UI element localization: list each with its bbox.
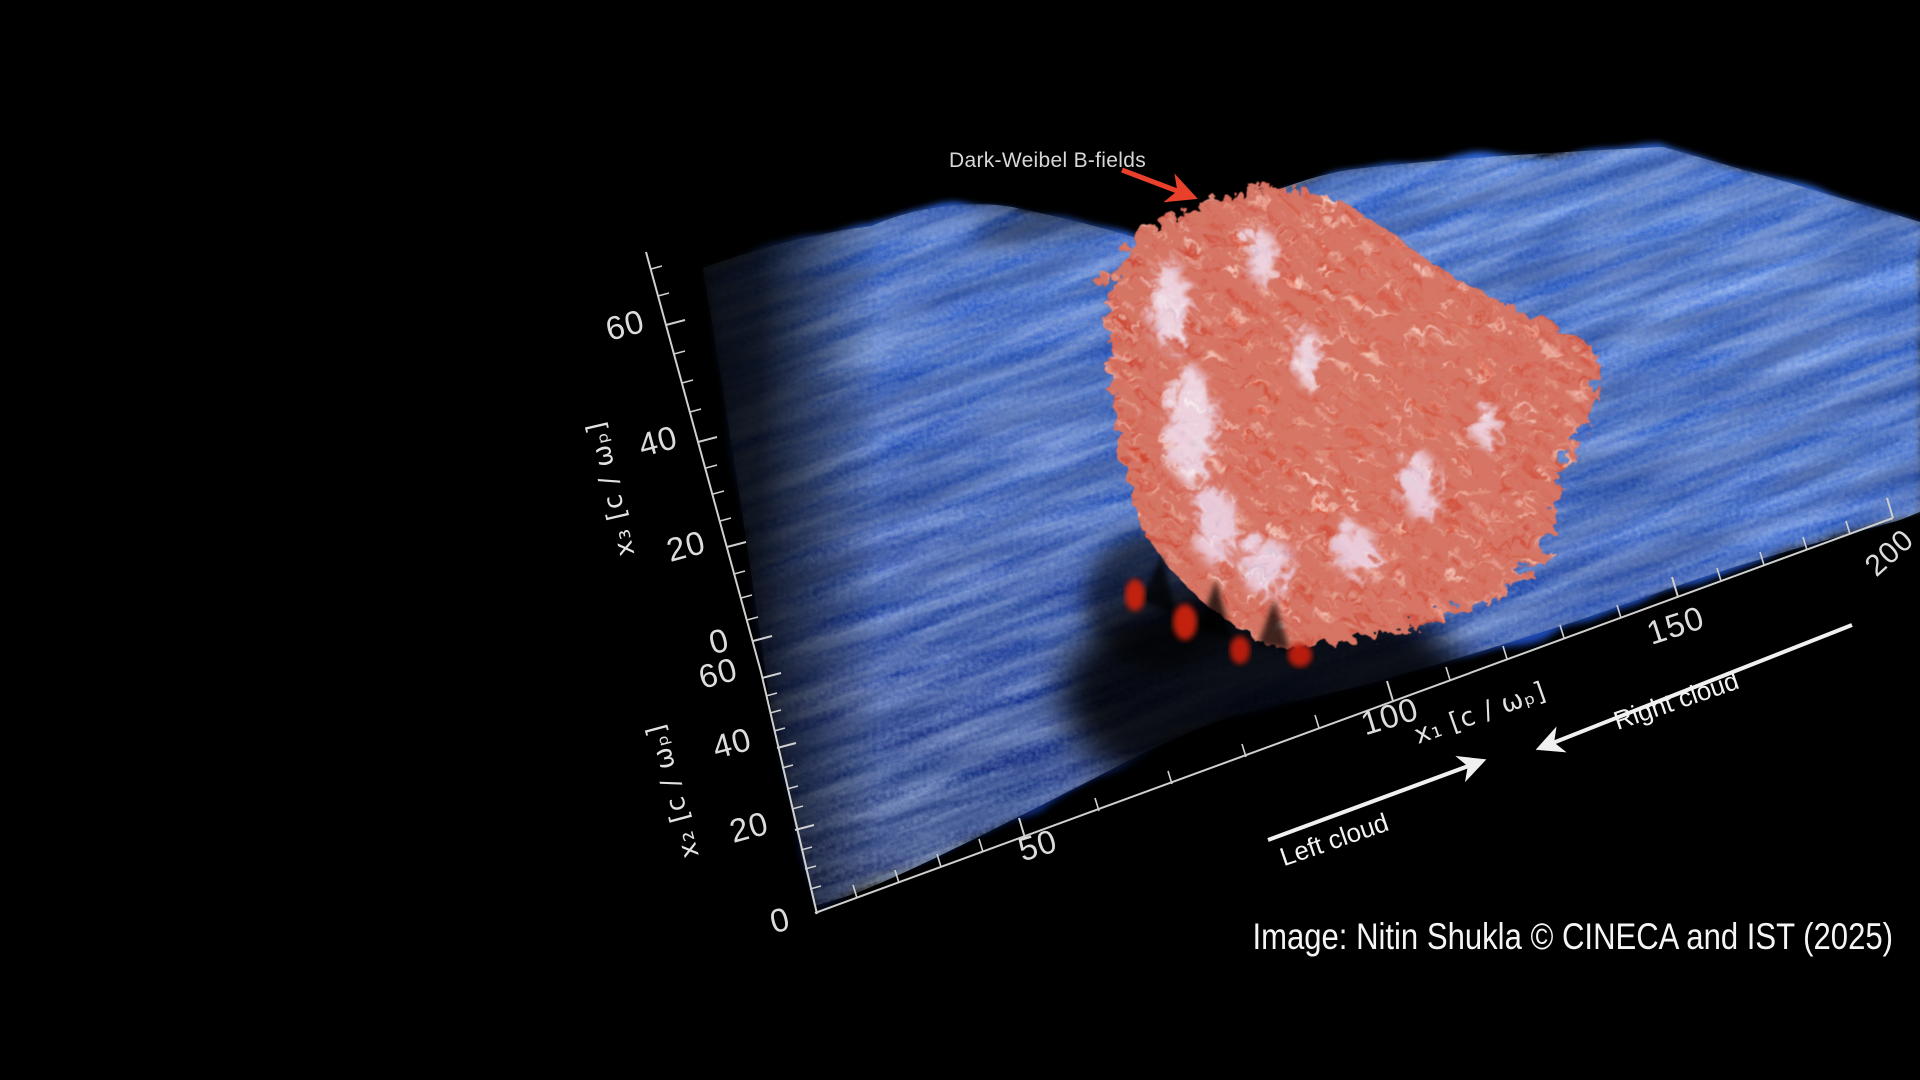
x3-x2-minor-ticks (650, 265, 822, 890)
bfield-annotation-arrow-icon (1121, 167, 1198, 203)
x3-x2-axis-line (645, 251, 818, 915)
bfield-annotation-label: Dark-Weibel B-fields (949, 149, 1146, 172)
volume-edge-fades (600, 170, 1920, 1080)
left-cloud-arrow-icon (1267, 755, 1487, 842)
wall-bottom-filaments (1125, 555, 1312, 667)
x1-major-ticks (1018, 497, 1894, 839)
x1-axis-line (814, 517, 1894, 914)
credit-text: Image: Nitin Shukla © CINECA and IST (20… (1252, 917, 1893, 958)
bfield-isosurface-wall (1100, 181, 1591, 641)
x3-x2-major-ticks (665, 319, 815, 831)
bfield-annotation: Dark-Weibel B-fields (949, 149, 1198, 203)
credit-line: Image: Nitin Shukla © CINECA and IST (20… (1252, 917, 1893, 958)
wall-ice-patches (1145, 222, 1492, 590)
axes (645, 251, 1894, 915)
x1-minor-ticks (852, 520, 1851, 899)
right-cloud-arrow-icon (1535, 623, 1853, 753)
